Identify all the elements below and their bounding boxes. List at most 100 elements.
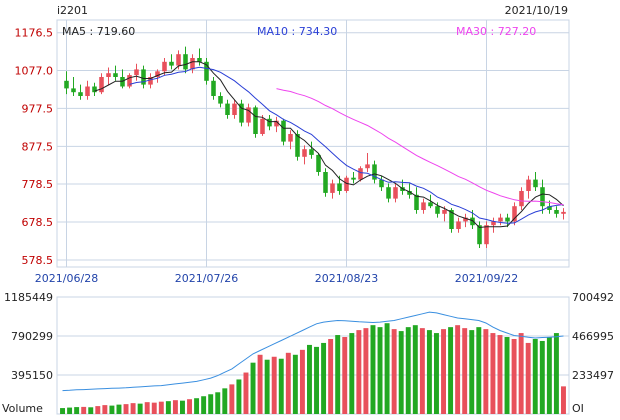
volume-bar bbox=[321, 342, 327, 414]
candle-body bbox=[386, 187, 391, 199]
volume-bar bbox=[490, 333, 496, 414]
candle-body bbox=[344, 177, 349, 191]
price-x-tick: 2021/06/28 bbox=[35, 272, 98, 285]
candle-body bbox=[162, 61, 167, 72]
volume-bar bbox=[102, 405, 108, 414]
candle-body bbox=[435, 206, 440, 214]
candle-body bbox=[393, 187, 398, 199]
candle-body bbox=[526, 179, 531, 191]
candle-body bbox=[253, 107, 258, 134]
candle-body bbox=[78, 92, 83, 96]
candle-body bbox=[316, 154, 321, 172]
volume-bar bbox=[137, 403, 143, 414]
volume-bar bbox=[116, 404, 122, 414]
candle-body bbox=[533, 179, 538, 188]
price-x-tick: 2021/07/26 bbox=[175, 272, 238, 285]
candle-body bbox=[470, 217, 475, 226]
volume-bars bbox=[60, 323, 566, 414]
price-y-tick: 678.5 bbox=[22, 216, 54, 229]
price-y-tick: 977.5 bbox=[22, 102, 54, 115]
volume-bar bbox=[370, 325, 376, 414]
candle-body bbox=[407, 191, 412, 195]
candle-body bbox=[99, 77, 104, 93]
candle-body bbox=[120, 77, 125, 87]
volume-bar bbox=[441, 329, 446, 414]
price-x-tick: 2021/09/22 bbox=[455, 272, 518, 285]
volume-right-tick: 233497 bbox=[572, 369, 614, 382]
candle-body bbox=[106, 73, 111, 77]
volume-bar bbox=[109, 405, 115, 414]
candlesticks bbox=[64, 46, 566, 248]
volume-bar bbox=[462, 328, 468, 414]
candle-body bbox=[239, 103, 244, 123]
candle-body bbox=[92, 86, 97, 93]
date-label: 2021/10/19 bbox=[505, 4, 568, 17]
candle-body bbox=[183, 54, 188, 70]
symbol-label: i2201 bbox=[57, 4, 88, 17]
volume-bar bbox=[123, 404, 129, 414]
candle-body bbox=[155, 71, 160, 77]
candle-body bbox=[449, 210, 454, 229]
volume-bar bbox=[314, 346, 319, 414]
volume-bar bbox=[335, 335, 341, 414]
volume-bar bbox=[455, 325, 461, 414]
volume-bar bbox=[469, 330, 475, 414]
candle-body bbox=[281, 120, 286, 142]
candle-body bbox=[71, 88, 76, 93]
volume-bar bbox=[201, 396, 207, 414]
ma10-label: MA10 : 734.30 bbox=[257, 25, 337, 38]
volume-bar bbox=[292, 354, 298, 414]
candle-body bbox=[127, 75, 132, 87]
candle-body bbox=[414, 194, 419, 210]
volume-bar bbox=[285, 352, 291, 414]
volume-bar bbox=[426, 330, 432, 414]
candle-body bbox=[547, 206, 552, 210]
volume-bar bbox=[151, 402, 157, 414]
candle-body bbox=[85, 86, 90, 96]
candle-body bbox=[309, 149, 314, 155]
volume-bar bbox=[511, 338, 517, 414]
volume-bar bbox=[194, 398, 200, 414]
volume-bar bbox=[299, 349, 305, 414]
volume-bar bbox=[88, 407, 94, 414]
volume-bar bbox=[257, 354, 263, 414]
candle-body bbox=[274, 120, 279, 127]
candle-body bbox=[428, 202, 433, 207]
volume-axis-label: Volume bbox=[2, 402, 43, 415]
oi-axis-label: OI bbox=[572, 402, 584, 415]
price-panel-frame bbox=[56, 19, 570, 268]
price-y-tick: 778.5 bbox=[22, 178, 54, 191]
candle-body bbox=[225, 103, 230, 115]
candle-body bbox=[540, 187, 545, 207]
ma10-line bbox=[129, 66, 564, 224]
price-x-axis: 2021/06/28 2021/07/26 2021/08/23 2021/09/22 bbox=[35, 272, 518, 285]
candle-body bbox=[288, 134, 293, 142]
price-y-tick: 1176.5 bbox=[15, 27, 54, 40]
candle-body bbox=[519, 191, 524, 207]
candle-body bbox=[197, 58, 202, 62]
volume-bar bbox=[67, 407, 73, 414]
candle-body bbox=[141, 69, 146, 85]
candle-body bbox=[113, 73, 118, 77]
candle-body bbox=[379, 179, 384, 188]
volume-right-tick: 466995 bbox=[572, 330, 614, 343]
candle-body bbox=[295, 134, 300, 157]
header: i2201 2021/10/19 bbox=[57, 4, 568, 17]
volume-bar bbox=[278, 358, 284, 414]
volume-bar bbox=[208, 394, 214, 414]
volume-bar bbox=[356, 330, 362, 414]
volume-left-tick: 395150 bbox=[11, 369, 53, 382]
volume-bar bbox=[434, 333, 439, 414]
volume-left-tick: 1185449 bbox=[4, 291, 53, 304]
volume-bar bbox=[363, 328, 369, 414]
volume-bar bbox=[398, 331, 404, 414]
volume-bar bbox=[377, 327, 383, 414]
volume-bar bbox=[60, 408, 65, 414]
volume-bar bbox=[391, 329, 397, 414]
volume-bar bbox=[518, 333, 524, 414]
candle-body bbox=[246, 107, 251, 123]
candle-body bbox=[176, 54, 181, 66]
volume-bar bbox=[130, 403, 136, 414]
volume-bar bbox=[349, 333, 355, 414]
volume-bar bbox=[412, 325, 418, 414]
